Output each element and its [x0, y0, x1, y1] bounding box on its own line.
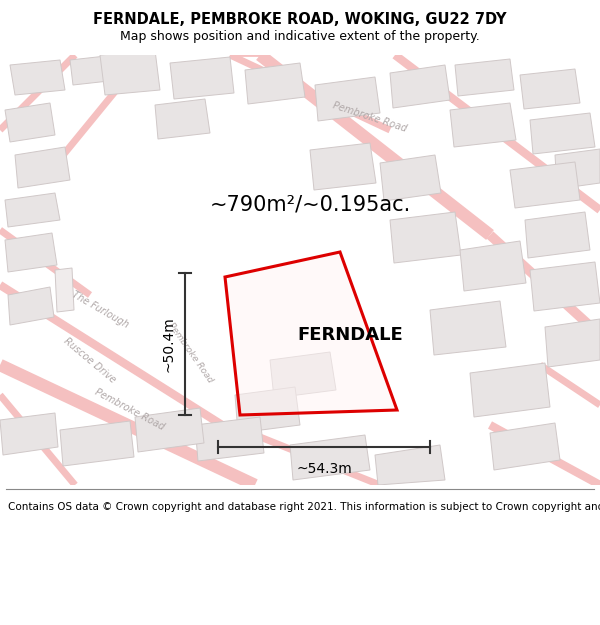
Text: The Furlough: The Furlough: [70, 290, 130, 330]
Polygon shape: [545, 319, 600, 367]
Polygon shape: [490, 423, 560, 470]
Text: ~54.3m: ~54.3m: [296, 462, 352, 476]
Text: Pembroke Road: Pembroke Road: [166, 321, 214, 385]
Polygon shape: [135, 408, 204, 452]
Polygon shape: [5, 193, 60, 227]
Polygon shape: [245, 63, 305, 104]
Polygon shape: [450, 103, 516, 147]
Polygon shape: [460, 241, 526, 291]
Polygon shape: [380, 155, 441, 201]
Polygon shape: [195, 417, 264, 461]
Polygon shape: [390, 212, 461, 263]
Polygon shape: [315, 77, 380, 121]
Polygon shape: [60, 421, 134, 466]
Text: Pembroke Road: Pembroke Road: [332, 100, 409, 134]
Polygon shape: [0, 413, 58, 455]
Polygon shape: [430, 301, 506, 355]
Polygon shape: [170, 57, 234, 99]
Text: ~790m²/~0.195ac.: ~790m²/~0.195ac.: [209, 195, 410, 215]
Polygon shape: [390, 65, 450, 108]
Polygon shape: [530, 113, 595, 154]
Polygon shape: [530, 262, 600, 311]
Polygon shape: [55, 268, 74, 312]
Polygon shape: [5, 103, 55, 142]
Polygon shape: [290, 435, 370, 480]
Polygon shape: [15, 147, 70, 188]
Text: Contains OS data © Crown copyright and database right 2021. This information is : Contains OS data © Crown copyright and d…: [8, 502, 600, 512]
Polygon shape: [270, 352, 336, 398]
Polygon shape: [525, 212, 590, 258]
Text: ~50.4m: ~50.4m: [161, 316, 175, 372]
Polygon shape: [520, 69, 580, 109]
Polygon shape: [100, 50, 160, 95]
Polygon shape: [470, 363, 550, 417]
Polygon shape: [155, 99, 210, 139]
Text: FERNDALE: FERNDALE: [297, 326, 403, 344]
Polygon shape: [225, 252, 397, 415]
Text: FERNDALE, PEMBROKE ROAD, WOKING, GU22 7DY: FERNDALE, PEMBROKE ROAD, WOKING, GU22 7D…: [93, 12, 507, 27]
Polygon shape: [310, 143, 376, 190]
Polygon shape: [10, 60, 65, 95]
Polygon shape: [8, 287, 54, 325]
Polygon shape: [510, 162, 580, 208]
Text: Map shows position and indicative extent of the property.: Map shows position and indicative extent…: [120, 30, 480, 43]
Polygon shape: [70, 55, 118, 85]
Polygon shape: [5, 233, 57, 272]
Polygon shape: [555, 149, 600, 189]
Text: Pembroke Road: Pembroke Road: [94, 388, 167, 432]
Polygon shape: [455, 59, 514, 96]
Polygon shape: [375, 445, 445, 485]
Text: Ruscoe Drive: Ruscoe Drive: [62, 336, 118, 384]
Polygon shape: [235, 387, 300, 433]
